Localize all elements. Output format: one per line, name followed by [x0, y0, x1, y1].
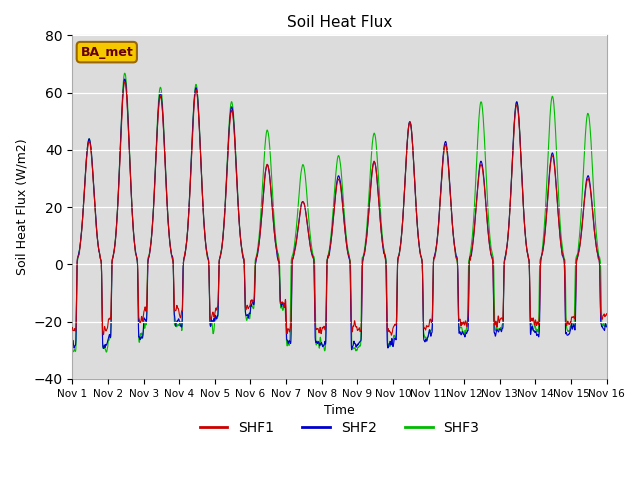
SHF3 [218, 244, 226, 250]
SHF3 [121, 71, 129, 76]
SHF1 [218, 247, 225, 253]
SHF1 [495, 319, 503, 324]
SHF2 [367, 182, 374, 188]
SHF2 [571, 326, 579, 332]
SHF2 [218, 246, 225, 252]
SHF1 [355, 326, 363, 332]
Y-axis label: Soil Heat Flux (W/m2): Soil Heat Flux (W/m2) [15, 139, 28, 276]
Line: SHF3: SHF3 [72, 73, 607, 352]
SHF1 [603, 311, 611, 317]
SHF3 [355, 344, 363, 349]
SHF2 [495, 328, 503, 334]
SHF1 [121, 79, 129, 84]
SHF1 [367, 186, 374, 192]
SHF3 [571, 298, 579, 303]
SHF2 [348, 347, 356, 353]
Line: SHF1: SHF1 [72, 82, 607, 335]
SHF1 [387, 332, 395, 338]
Title: Soil Heat Flux: Soil Heat Flux [287, 15, 392, 30]
SHF1 [571, 315, 579, 321]
SHF3 [102, 349, 110, 355]
Text: BA_met: BA_met [81, 46, 133, 59]
SHF3 [68, 348, 76, 354]
SHF3 [603, 322, 611, 328]
SHF3 [367, 161, 374, 167]
SHF2 [603, 324, 611, 330]
X-axis label: Time: Time [324, 404, 355, 417]
SHF2 [68, 339, 76, 345]
SHF1 [68, 324, 76, 330]
SHF2 [355, 339, 363, 345]
SHF3 [556, 216, 564, 222]
SHF1 [556, 232, 564, 238]
SHF3 [495, 326, 503, 332]
SHF2 [121, 76, 129, 82]
Line: SHF2: SHF2 [72, 79, 607, 350]
Legend: SHF1, SHF2, SHF3: SHF1, SHF2, SHF3 [194, 416, 485, 441]
SHF2 [556, 231, 564, 237]
